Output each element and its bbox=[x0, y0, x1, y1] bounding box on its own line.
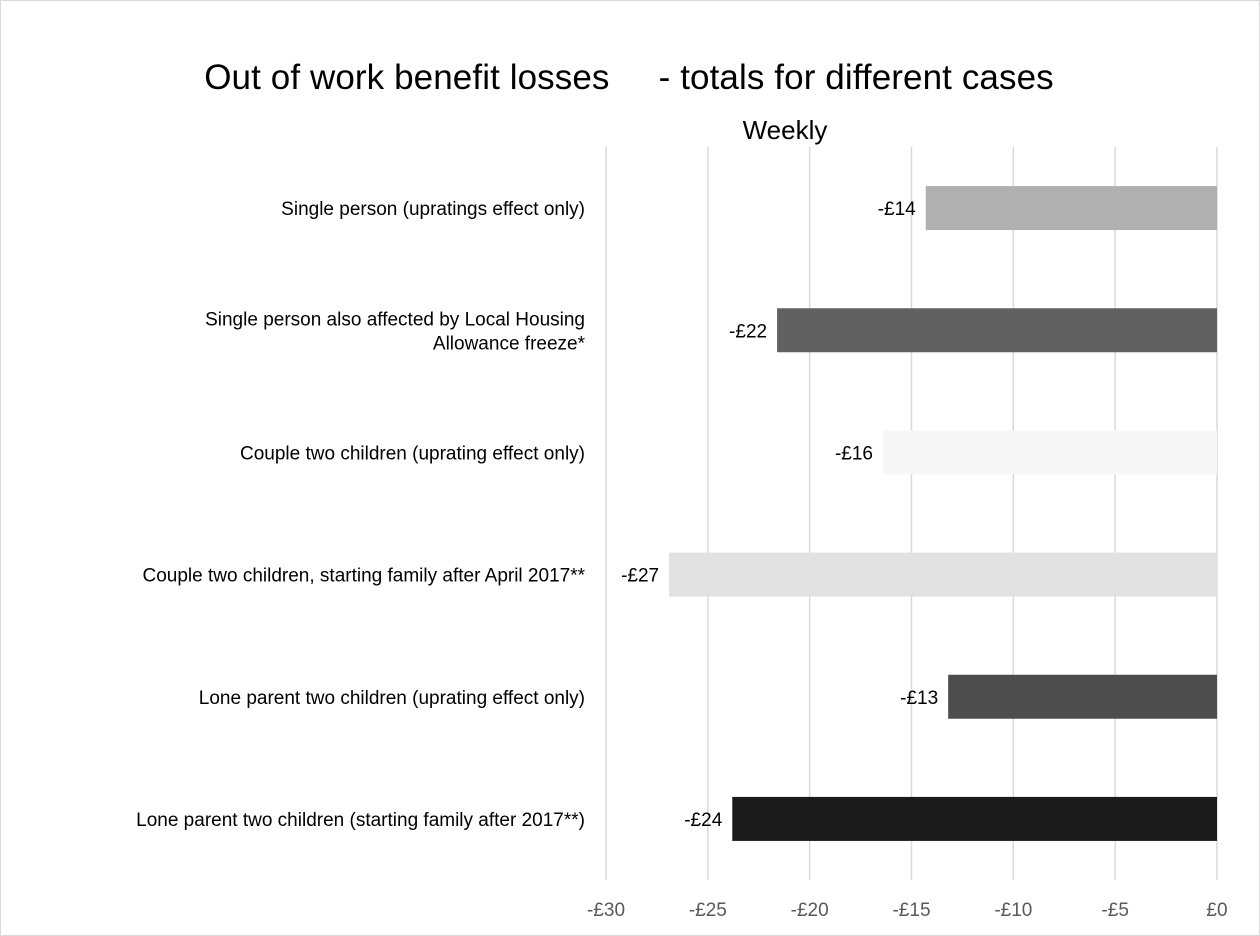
data-label: -£13 bbox=[900, 688, 938, 709]
data-label: -£22 bbox=[729, 321, 767, 342]
bar bbox=[925, 186, 1217, 231]
x-tick-label: -£5 bbox=[1101, 900, 1128, 921]
bar bbox=[732, 796, 1217, 841]
bar bbox=[882, 430, 1217, 475]
data-label: -£27 bbox=[621, 566, 659, 587]
data-label: -£24 bbox=[684, 810, 722, 831]
x-tick-label: -£25 bbox=[689, 900, 727, 921]
x-tick-label: -£30 bbox=[587, 900, 625, 921]
category-label: Couple two children (uprating effect onl… bbox=[240, 443, 585, 464]
category-label: Single person (upratings effect only) bbox=[281, 199, 585, 220]
category-label: Lone parent two children (starting famil… bbox=[136, 810, 585, 831]
bar bbox=[669, 552, 1217, 597]
chart-title: Out of work benefit losses - totals for … bbox=[204, 58, 1054, 97]
x-tick-label: -£10 bbox=[994, 900, 1032, 921]
x-tick-label: -£20 bbox=[791, 900, 829, 921]
bar bbox=[948, 674, 1217, 719]
gridlines bbox=[605, 147, 1218, 880]
data-label: -£14 bbox=[878, 199, 916, 220]
category-label: Lone parent two children (uprating effec… bbox=[199, 688, 585, 709]
category-labels: Single person (upratings effect only) Sin… bbox=[136, 199, 585, 831]
x-tick-label: £0 bbox=[1206, 900, 1227, 921]
bar bbox=[777, 308, 1217, 353]
data-label: -£16 bbox=[835, 443, 873, 464]
chart-subtitle: Weekly bbox=[742, 115, 828, 145]
data-labels: -£14 -£22 -£16 -£27 -£13 -£24 bbox=[621, 199, 938, 831]
category-label: Single person also affected by Local Hou… bbox=[205, 309, 586, 354]
bars bbox=[669, 186, 1217, 841]
x-tick-label: -£15 bbox=[892, 900, 930, 921]
category-label: Couple two children, starting family aft… bbox=[142, 566, 585, 587]
x-axis-tick-labels: -£30 -£25 -£20 -£15 -£10 -£5 £0 bbox=[587, 900, 1228, 921]
